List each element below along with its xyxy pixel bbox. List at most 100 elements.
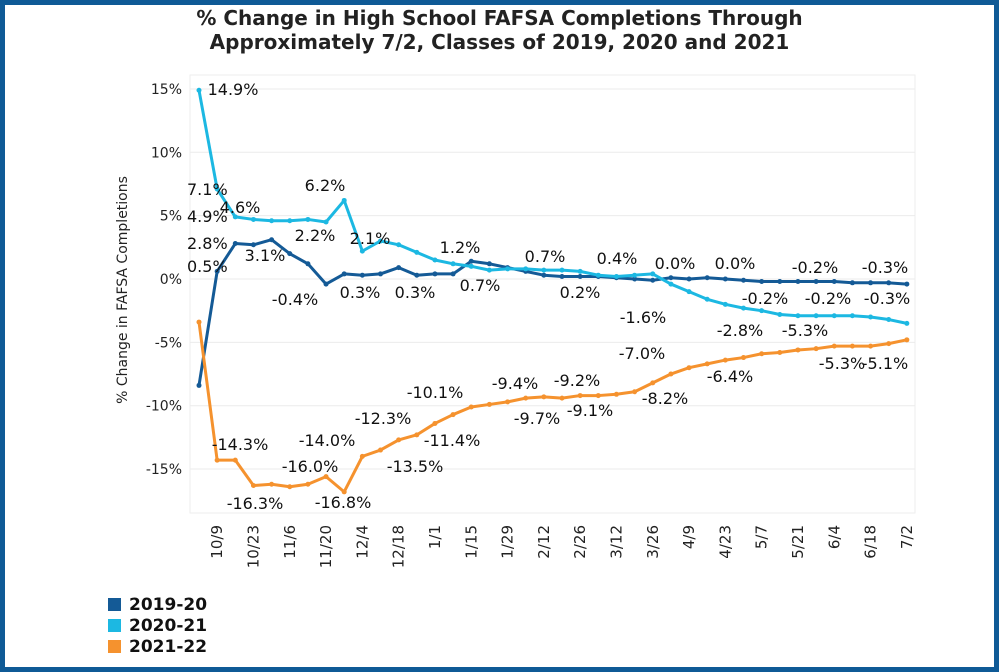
chart-title-line-2: Approximately 7/2, Classes of 2019, 2020… — [209, 30, 790, 54]
y-tick-label: 15% — [151, 82, 182, 98]
data-point-2020-21 — [486, 267, 492, 273]
data-point-2021-22 — [868, 343, 874, 349]
data-label: -16.3% — [227, 494, 284, 513]
data-point-2019-20 — [813, 279, 819, 285]
legend-swatch — [108, 619, 121, 632]
legend-item-2019-20: 2019-20 — [108, 594, 207, 615]
y-tick-label: -15% — [146, 462, 182, 478]
data-point-2020-21 — [831, 313, 837, 319]
data-point-2021-22 — [396, 437, 402, 443]
data-point-2021-22 — [795, 347, 801, 353]
x-tick-label: 5/7 — [753, 525, 771, 549]
data-point-2021-22 — [577, 393, 583, 399]
data-label: -9.7% — [514, 409, 560, 428]
data-point-2019-20 — [232, 241, 238, 247]
data-point-2019-20 — [868, 280, 874, 286]
data-point-2021-22 — [595, 393, 601, 399]
data-label: -0.3% — [864, 289, 910, 308]
y-tick-label: -10% — [146, 399, 182, 415]
data-point-2019-20 — [414, 272, 420, 278]
data-point-2021-22 — [341, 489, 347, 495]
x-tick-label: 11/6 — [281, 525, 299, 559]
data-point-2021-22 — [559, 395, 565, 401]
data-point-2019-20 — [468, 258, 474, 264]
chart-title-line-1: % Change in High School FAFSA Completion… — [196, 6, 803, 30]
legend-item-2020-21: 2020-21 — [108, 615, 207, 636]
data-label: 0.3% — [340, 283, 381, 302]
data-point-2019-20 — [432, 271, 438, 277]
data-point-2019-20 — [341, 271, 347, 277]
data-point-2019-20 — [541, 272, 547, 278]
x-tick-label: 3/26 — [644, 525, 662, 559]
legend-label: 2019-20 — [129, 594, 208, 615]
data-point-2019-20 — [396, 265, 402, 271]
data-point-2020-21 — [686, 289, 692, 295]
data-point-2019-20 — [450, 271, 456, 277]
data-label: 2.1% — [350, 229, 391, 248]
data-point-2019-20 — [378, 271, 383, 277]
data-point-2021-22 — [650, 380, 656, 386]
x-tick-label: 2/26 — [571, 525, 589, 559]
x-tick-label: 5/21 — [789, 525, 807, 559]
data-point-2021-22 — [613, 391, 619, 397]
data-label: 4.9% — [187, 207, 228, 226]
data-label: 0.3% — [395, 283, 436, 302]
x-tick-label: 10/9 — [208, 525, 226, 559]
data-point-2020-21 — [287, 218, 293, 224]
data-point-2020-21 — [613, 273, 619, 279]
legend-swatch — [108, 598, 121, 611]
data-point-2021-22 — [686, 365, 692, 371]
data-point-2021-22 — [287, 484, 293, 490]
data-point-2021-22 — [432, 420, 438, 426]
data-point-2021-22 — [250, 483, 256, 489]
data-point-2020-21 — [214, 186, 220, 192]
x-tick-label: 6/18 — [862, 525, 880, 559]
x-tick-label: 1/15 — [462, 525, 480, 559]
data-point-2019-20 — [686, 276, 692, 282]
data-point-2021-22 — [486, 401, 492, 407]
x-tick-label: 7/2 — [898, 525, 916, 549]
data-point-2021-22 — [831, 343, 837, 349]
data-point-2019-20 — [704, 275, 710, 281]
data-label: 2.2% — [295, 226, 336, 245]
data-point-2021-22 — [414, 432, 420, 438]
data-point-2021-22 — [468, 404, 474, 410]
data-label: 0.0% — [655, 254, 696, 273]
data-label: 1.2% — [440, 238, 481, 257]
data-label: 7.1% — [187, 180, 228, 199]
data-point-2019-20 — [632, 276, 638, 282]
data-point-2019-20 — [486, 261, 492, 267]
data-point-2020-21 — [704, 296, 710, 302]
data-point-2021-22 — [813, 346, 819, 352]
x-tick-label: 4/9 — [680, 525, 698, 549]
data-point-2021-22 — [741, 355, 746, 361]
data-point-2021-22 — [232, 457, 238, 463]
data-point-2020-21 — [886, 317, 892, 323]
data-label: -14.3% — [212, 435, 269, 454]
data-point-2019-20 — [269, 237, 275, 243]
data-point-2021-22 — [759, 351, 765, 357]
data-point-2021-22 — [886, 341, 892, 347]
data-label: -6.4% — [707, 367, 753, 386]
data-point-2020-21 — [432, 257, 438, 263]
data-label: -14.0% — [299, 431, 356, 450]
data-point-2020-21 — [232, 214, 238, 220]
data-point-2020-21 — [323, 219, 329, 225]
data-point-2019-20 — [849, 280, 855, 286]
data-label: -9.4% — [492, 374, 538, 393]
x-tick-label: 2/12 — [535, 525, 553, 559]
data-point-2020-21 — [904, 320, 910, 326]
data-point-2020-21 — [650, 271, 656, 277]
data-point-2019-20 — [668, 275, 674, 281]
series-line-2019-20 — [197, 238, 907, 386]
data-label: -5.3% — [819, 354, 865, 373]
data-label: -16.8% — [315, 493, 372, 512]
data-point-2019-20 — [214, 268, 220, 274]
data-point-2021-22 — [541, 394, 547, 400]
data-point-2020-21 — [813, 313, 819, 319]
data-label: 2.8% — [187, 234, 228, 253]
plot-area — [189, 74, 916, 514]
data-label: -0.2% — [792, 258, 838, 277]
